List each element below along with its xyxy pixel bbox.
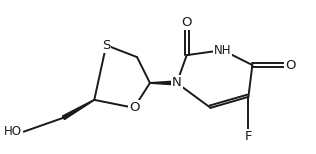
Polygon shape	[63, 100, 94, 120]
Text: O: O	[181, 16, 192, 29]
Text: S: S	[102, 39, 110, 52]
Polygon shape	[150, 81, 177, 85]
Text: O: O	[129, 101, 139, 114]
Text: F: F	[245, 130, 252, 143]
Text: HO: HO	[4, 125, 22, 138]
Text: O: O	[285, 59, 295, 72]
Text: N: N	[172, 77, 182, 89]
Text: NH: NH	[214, 44, 231, 57]
